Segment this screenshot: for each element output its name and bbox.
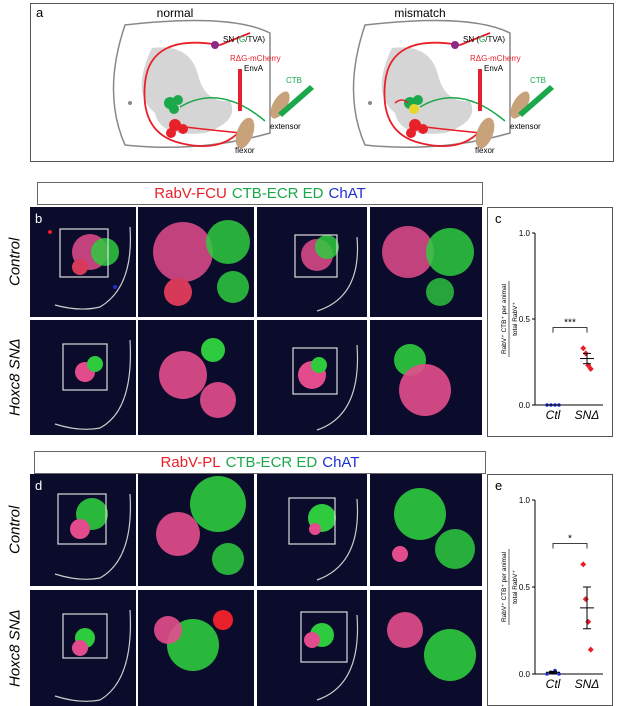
panel-c-letter: c — [495, 211, 502, 226]
ctb-label-left: CTB — [286, 76, 302, 85]
micrograph-b-control-2-zoom — [370, 207, 482, 317]
panel-d-letter: d — [35, 478, 42, 493]
y-tick-label: 0.0 — [519, 401, 531, 410]
micrograph-d-snd-2-zoom — [370, 590, 482, 706]
rabies-label-right: RΔG-mCherry — [470, 54, 521, 63]
significance-label: * — [568, 534, 572, 545]
x-tick-label: SNΔ — [575, 677, 600, 691]
data-point — [585, 618, 592, 625]
panel-a-frame — [30, 3, 614, 162]
micrograph-d-control-1-zoom — [138, 474, 254, 586]
extensor-label-left: extensor — [270, 122, 301, 131]
micrograph-b-snd-1-zoom — [138, 320, 254, 435]
micrograph-d-control-2-zoom — [370, 474, 482, 586]
micrograph-b-snd-2-overview — [257, 320, 367, 435]
panel-a-letter: a — [36, 5, 44, 20]
data-point — [545, 672, 549, 676]
y-label-line2: total RabV⁺ — [512, 570, 519, 604]
legend-d-blue: ChAT — [322, 454, 360, 471]
sn-label-left: SN (G/TVA) — [223, 35, 265, 44]
y-label-line1: RabV⁺ CTB⁺ per animal — [501, 283, 508, 354]
schematic-normal: normal RΔG-mCherry EnvA CTB extensor fle… — [112, 6, 314, 155]
micrograph-d-control-2-overview — [257, 474, 367, 586]
micrograph-d-control-1-overview: d — [30, 474, 136, 586]
micrograph-d-snd-1-overview — [30, 590, 136, 706]
flexor-label-right: flexor — [475, 146, 495, 155]
legend-b-red: RabV-FCU — [154, 185, 227, 202]
ctb-label-right: CTB — [530, 76, 546, 85]
enva-label-right: EnvA — [484, 64, 504, 73]
data-point — [587, 646, 594, 653]
x-tick-label: SNΔ — [575, 408, 600, 422]
rabies-label-left: RΔG-mCherry — [230, 54, 281, 63]
normal-title: normal — [157, 6, 194, 20]
data-point — [582, 596, 589, 603]
extensor-label-right: extensor — [510, 122, 541, 131]
legend-d: RabV-PL CTB-ECR ED ChAT — [34, 451, 486, 474]
data-point — [587, 365, 594, 372]
panel-c-frame — [487, 207, 613, 437]
micrograph-b-control-2-overview — [257, 207, 367, 317]
legend-d-green: CTB-ECR ED — [225, 454, 318, 471]
micrograph-b-control-1-overview: b — [30, 207, 136, 317]
panel-e-letter: e — [495, 478, 502, 493]
panel-d-row1-label: Control — [6, 505, 24, 555]
sn-label-right: SN (G/TVA) — [463, 35, 505, 44]
y-label-line1: RabV⁺ CTB⁺ per animal — [501, 551, 508, 622]
panel-e-chart: e 0.0 0.5 1.0 RabV⁺ CTB⁺ per animal total Rab… — [495, 478, 603, 691]
legend-d-red: RabV-PL — [160, 454, 221, 471]
data-point — [580, 345, 587, 352]
legend-b-green: CTB-ECR ED — [231, 185, 324, 202]
data-point — [580, 561, 587, 568]
y-axis-label: RabV⁺ CTB⁺ per animal total RabV⁺ — [501, 549, 519, 625]
legend-b-blue: ChAT — [328, 185, 366, 202]
significance-bracket — [552, 543, 588, 549]
panel-b-row2-label: Hoxc8 SNΔ — [6, 338, 24, 417]
x-tick-label: Ctl — [546, 408, 561, 422]
micrograph-b-snd-2-zoom — [370, 320, 482, 435]
panel-d-row2-label: Hoxc8 SNΔ — [6, 609, 24, 687]
legend-b: RabV-FCU CTB-ECR ED ChAT — [37, 182, 483, 205]
y-tick-label: 0.5 — [519, 583, 531, 592]
y-tick-label: 1.0 — [519, 229, 531, 238]
micrograph-d-snd-1-zoom — [138, 590, 254, 706]
micrograph-b-control-1-zoom — [138, 207, 254, 317]
y-tick-label: 0.0 — [519, 670, 531, 679]
data-point — [557, 672, 561, 676]
enva-label-left: EnvA — [244, 64, 264, 73]
panel-b-letter: b — [35, 211, 42, 226]
significance-label: *** — [564, 318, 576, 329]
schematic-mismatch: mismatch RΔG-mCherry EnvA CTB extensor f… — [352, 6, 554, 155]
y-axis-label: RabV⁺ CTB⁺ per animal total RabV⁺ — [501, 281, 519, 357]
y-label-line2: total RabV⁺ — [512, 302, 519, 336]
significance-bracket — [552, 327, 588, 333]
y-tick-label: 1.0 — [519, 496, 531, 505]
mismatch-title: mismatch — [394, 6, 445, 20]
panel-e-frame — [487, 474, 613, 706]
flexor-label-left: flexor — [235, 146, 255, 155]
micrograph-b-snd-1-overview — [30, 320, 136, 435]
micrograph-d-snd-2-overview — [257, 590, 367, 706]
y-tick-label: 0.5 — [519, 315, 531, 324]
x-tick-label: Ctl — [546, 677, 561, 691]
panel-b-row1-label: Control — [6, 237, 24, 287]
panel-c-chart: c 0.0 0.5 1.0 RabV⁺ CTB⁺ per animal total Rab… — [495, 211, 603, 422]
panel-a-schematic: normal RΔG-mCherry EnvA CTB extensor fle… — [112, 6, 554, 155]
